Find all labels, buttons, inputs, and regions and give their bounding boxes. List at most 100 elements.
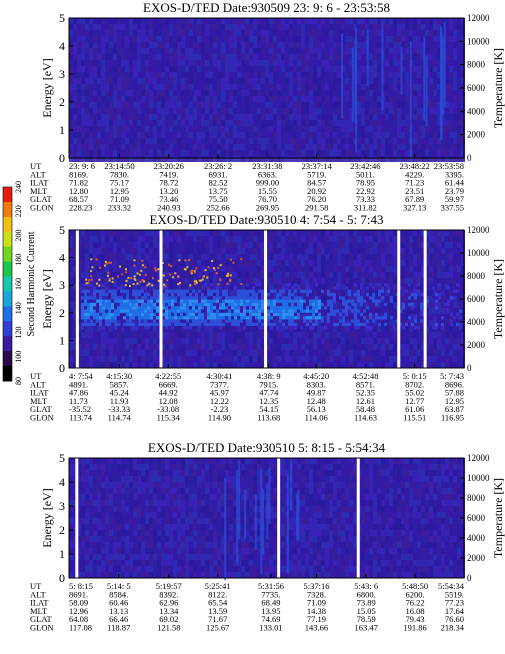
heatmap-cell: [225, 78, 229, 84]
heatmap-cell: [385, 60, 389, 66]
heatmap-cell: [141, 230, 145, 236]
heatmap-cell: [333, 144, 337, 150]
heatmap-cell: [285, 126, 289, 132]
heatmap-cell: [137, 338, 141, 344]
heatmap-cell: [417, 42, 421, 48]
heatmap-cell: [289, 144, 293, 150]
heatmap-cell: [97, 120, 101, 126]
heatmap-cell: [277, 144, 281, 150]
heatmap-cell: [93, 266, 97, 272]
heatmap-cell: [145, 42, 149, 48]
heatmap-cell: [81, 338, 85, 344]
heatmap-cell: [185, 150, 189, 156]
heatmap-cell: [337, 236, 341, 242]
heatmap-cell: [93, 132, 97, 138]
heatmap-cell: [301, 36, 305, 42]
heatmap-cell: [373, 48, 377, 54]
heatmap-cell: [89, 138, 93, 144]
heatmap-cell: [389, 236, 393, 242]
heatmap-cell: [385, 36, 389, 42]
heatmap-cell: [129, 323, 132, 326]
heatmap-cell: [381, 144, 385, 150]
heatmap-cell: [253, 18, 257, 24]
heatmap-cell: [105, 338, 109, 344]
heatmap-cell: [233, 114, 237, 120]
heatmap-cell: [125, 66, 129, 72]
heatmap-cell: [237, 350, 241, 356]
heatmap-cell: [117, 323, 120, 326]
heatmap-cell: [241, 24, 245, 30]
heatmap-cell: [173, 138, 177, 144]
heatmap-cell: [221, 230, 225, 236]
heatmap-cell: [317, 272, 321, 278]
heatmap-cell: [373, 18, 377, 24]
heatmap-cell: [197, 18, 201, 24]
heatmap-cell: [97, 84, 101, 90]
heatmap-cell: [89, 230, 93, 236]
heatmap-cell: [413, 108, 417, 114]
heatmap-cell: [309, 42, 313, 48]
heatmap-cell: [153, 48, 157, 54]
heatmap-cell: [401, 350, 405, 356]
heatmap-cell: [345, 30, 349, 36]
heatmap-cell: [413, 18, 417, 24]
heatmap-cell: [333, 90, 337, 96]
heatmap-cell: [249, 42, 253, 48]
heatmap-cell: [138, 319, 141, 322]
heatmap-cell: [445, 132, 449, 138]
heatmap-cell: [169, 114, 173, 120]
heatmap-cell: [117, 230, 121, 236]
heatmap-cell: [293, 114, 297, 120]
heatmap-cell: [101, 18, 105, 24]
heatmap-cell: [269, 338, 273, 344]
heatmap-cell: [369, 102, 373, 108]
heatmap-cell: [341, 242, 345, 248]
heatmap-cell: [201, 90, 205, 96]
heatmap-cell: [77, 126, 81, 132]
heatmap-cell: [217, 42, 221, 48]
heatmap-cell: [144, 296, 147, 299]
heatmap-cell: [225, 332, 229, 338]
heatmap-cell: [213, 96, 217, 102]
heatmap-cell: [453, 338, 457, 344]
heatmap-cell: [161, 60, 165, 66]
heatmap-cell: [181, 72, 185, 78]
heatmap-cell: [73, 24, 77, 30]
heatmap-cell: [205, 36, 209, 42]
heatmap-cell: [393, 356, 397, 362]
heatmap-cell: [233, 254, 237, 260]
y-axis-label: Energy [eV]: [40, 58, 54, 117]
heatmap-cell: [169, 108, 173, 114]
heatmap-cell: [135, 326, 138, 329]
heatmap-cell: [369, 114, 373, 120]
heatmap-cell: [189, 356, 193, 362]
heatmap-cell: [273, 36, 277, 42]
heatmap-cell: [237, 90, 241, 96]
heatmap-cell: [153, 296, 156, 299]
heatmap-cell: [273, 248, 277, 254]
heatmap-cell: [285, 332, 289, 338]
heatmap-cell: [69, 132, 73, 138]
heatmap-cell: [81, 272, 85, 278]
heatmap-cell: [105, 362, 109, 368]
heatmap-cell: [409, 338, 413, 344]
heatmap-cell: [333, 242, 337, 248]
heatmap-cell: [401, 254, 405, 260]
heatmap-cell: [329, 344, 333, 350]
heatmap-cell: [77, 66, 81, 72]
heatmap-cell: [102, 316, 105, 319]
heatmap-cell: [173, 90, 177, 96]
heatmap-cell: [297, 350, 301, 356]
heatmap-cell: [417, 150, 421, 156]
heatmap-cell: [245, 42, 249, 48]
heatmap-cell: [225, 54, 229, 60]
heatmap-cell: [137, 60, 141, 66]
heatmap-cell: [101, 138, 105, 144]
heatmap-cell: [90, 313, 93, 316]
heatmap-cell: [385, 144, 389, 150]
heatmap-cell: [93, 144, 97, 150]
heatmap-cell: [123, 309, 126, 312]
heatmap-cell: [121, 326, 125, 332]
heatmap-cell: [413, 144, 417, 150]
heatmap-cell: [133, 248, 137, 254]
